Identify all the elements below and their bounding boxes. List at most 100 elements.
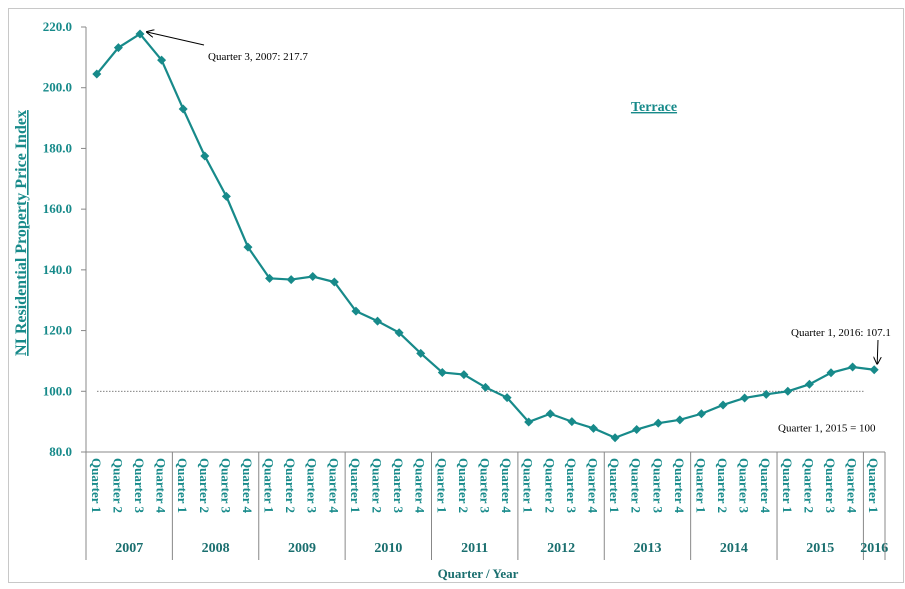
y-tick-label: 220.0 bbox=[43, 19, 72, 34]
point bbox=[373, 316, 383, 326]
x-tick-label: Quarter 2 bbox=[629, 458, 644, 513]
x-tick-label: Quarter 1 bbox=[780, 458, 795, 513]
y-tick-label: 140.0 bbox=[43, 262, 72, 277]
year-label: 2008 bbox=[202, 541, 230, 556]
year-label: 2010 bbox=[374, 541, 402, 556]
y-tick-label: 200.0 bbox=[43, 80, 72, 95]
year-label: 2007 bbox=[115, 541, 143, 556]
x-tick-label: Quarter 1 bbox=[866, 458, 881, 513]
point bbox=[157, 55, 167, 65]
point bbox=[286, 275, 296, 285]
point bbox=[848, 362, 858, 372]
point bbox=[329, 277, 339, 287]
year-label: 2011 bbox=[461, 541, 488, 556]
y-tick-label: 160.0 bbox=[43, 201, 72, 216]
point bbox=[221, 191, 231, 201]
reference-label: Quarter 1, 2015 = 100 bbox=[778, 422, 876, 434]
x-tick-label: Quarter 4 bbox=[672, 458, 687, 513]
point bbox=[826, 368, 836, 378]
point bbox=[696, 409, 706, 419]
point bbox=[200, 151, 210, 161]
point bbox=[675, 415, 685, 425]
point bbox=[740, 393, 750, 403]
x-tick-label: Quarter 2 bbox=[715, 458, 730, 513]
point bbox=[718, 400, 728, 410]
x-tick-label: Quarter 3 bbox=[478, 458, 493, 513]
point bbox=[437, 367, 447, 377]
y-tick-label: 100.0 bbox=[43, 383, 72, 398]
x-tick-label: Quarter 3 bbox=[737, 458, 752, 513]
x-tick-label: Quarter 1 bbox=[434, 458, 449, 513]
series-label: Terrace bbox=[631, 100, 677, 115]
year-label: 2012 bbox=[547, 541, 575, 556]
point bbox=[265, 273, 275, 283]
x-tick-label: Quarter 3 bbox=[132, 458, 147, 513]
point bbox=[243, 242, 253, 252]
point bbox=[632, 425, 642, 435]
x-axis-label: Quarter / Year bbox=[438, 566, 519, 581]
point bbox=[610, 433, 620, 443]
x-tick-label: Quarter 2 bbox=[283, 458, 298, 513]
point bbox=[804, 379, 814, 389]
x-tick-label: Quarter 1 bbox=[607, 458, 622, 513]
x-tick-label: Quarter 4 bbox=[326, 458, 341, 513]
x-tick-label: Quarter 2 bbox=[801, 458, 816, 513]
point bbox=[502, 393, 512, 403]
x-tick-label: Quarter 4 bbox=[585, 458, 600, 513]
y-tick-label: 120.0 bbox=[43, 323, 72, 338]
year-label: 2009 bbox=[288, 541, 316, 556]
x-tick-label: Quarter 2 bbox=[110, 458, 125, 513]
x-tick-label: Quarter 3 bbox=[823, 458, 838, 513]
annotation-arrow bbox=[147, 32, 205, 46]
x-tick-label: Quarter 4 bbox=[154, 458, 169, 513]
x-tick-label: Quarter 4 bbox=[845, 458, 860, 513]
x-tick-label: Quarter 1 bbox=[521, 458, 536, 513]
annotation: Quarter 3, 2007: 217.7 bbox=[208, 51, 308, 63]
point bbox=[351, 306, 361, 316]
point bbox=[869, 365, 879, 375]
point bbox=[178, 104, 188, 114]
point bbox=[481, 382, 490, 392]
point bbox=[416, 348, 426, 358]
annotation: Quarter 1, 2016: 107.1 bbox=[791, 327, 891, 339]
year-label: 2016 bbox=[860, 541, 888, 556]
x-tick-label: Quarter 1 bbox=[693, 458, 708, 513]
x-tick-label: Quarter 3 bbox=[218, 458, 233, 513]
y-tick-label: 80.0 bbox=[49, 444, 72, 459]
point bbox=[545, 409, 555, 419]
x-tick-label: Quarter 1 bbox=[348, 458, 363, 513]
x-tick-label: Quarter 2 bbox=[197, 458, 212, 513]
x-tick-label: Quarter 1 bbox=[262, 458, 277, 513]
x-tick-label: Quarter 4 bbox=[758, 458, 773, 513]
point bbox=[394, 328, 404, 338]
year-label: 2014 bbox=[720, 541, 748, 556]
annotation-arrow bbox=[877, 339, 878, 364]
point bbox=[113, 43, 123, 53]
x-tick-label: Quarter 3 bbox=[650, 458, 665, 513]
x-tick-label: Quarter 4 bbox=[499, 458, 514, 513]
x-tick-label: Quarter 2 bbox=[456, 458, 471, 513]
point bbox=[135, 29, 145, 39]
point bbox=[653, 418, 663, 428]
x-tick-label: Quarter 1 bbox=[89, 458, 104, 513]
x-tick-label: Quarter 4 bbox=[413, 458, 428, 513]
x-tick-label: Quarter 3 bbox=[391, 458, 406, 513]
x-tick-label: Quarter 1 bbox=[175, 458, 190, 513]
chart-border bbox=[8, 8, 904, 583]
point bbox=[524, 417, 534, 427]
x-tick-label: Quarter 2 bbox=[542, 458, 557, 513]
point bbox=[459, 370, 469, 380]
x-tick-label: Quarter 2 bbox=[370, 458, 385, 513]
x-tick-label: Quarter 4 bbox=[240, 458, 255, 513]
y-tick-label: 180.0 bbox=[43, 140, 72, 155]
x-tick-label: Quarter 3 bbox=[564, 458, 579, 513]
point bbox=[588, 423, 598, 433]
x-tick-label: Quarter 3 bbox=[305, 458, 320, 513]
point bbox=[308, 272, 318, 282]
point bbox=[783, 386, 793, 396]
year-label: 2013 bbox=[633, 541, 661, 556]
y-axis-label: NI Residential Property Price Index bbox=[13, 110, 30, 356]
point bbox=[567, 417, 577, 427]
